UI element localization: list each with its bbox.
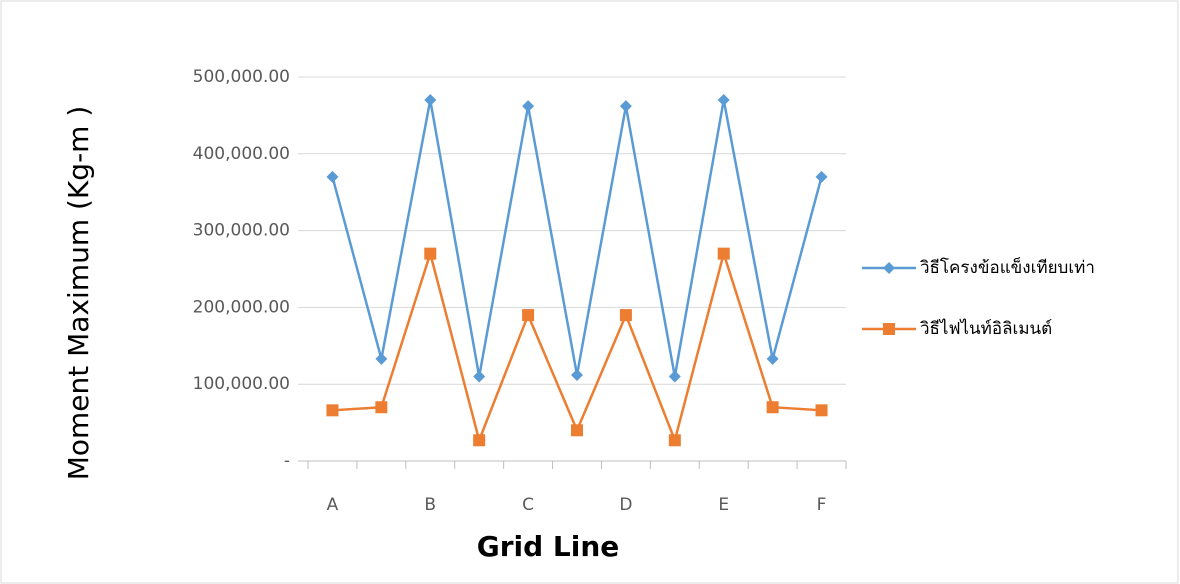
y-tick-label: 300,000.00 <box>193 221 290 241</box>
legend-label: วิธีโครงข้อแข็งเทียบเท่า <box>920 256 1095 278</box>
x-axis-title: Grid Line <box>477 530 620 563</box>
point <box>522 100 535 113</box>
y-tick-label: 400,000.00 <box>193 144 290 164</box>
point <box>717 94 730 107</box>
point <box>473 370 486 383</box>
point <box>883 262 895 274</box>
point <box>571 424 583 437</box>
point <box>883 323 895 335</box>
point <box>326 170 339 183</box>
y-axis-title: Moment Maximum (Kg-m ) <box>62 106 95 481</box>
point <box>766 352 779 365</box>
point <box>424 247 437 260</box>
point <box>375 352 388 365</box>
point <box>619 309 632 322</box>
point <box>375 401 388 414</box>
point <box>668 370 681 383</box>
x-tick-label: D <box>619 495 632 515</box>
point <box>668 434 681 447</box>
point <box>717 247 730 260</box>
point <box>326 404 339 417</box>
y-tick-label: 200,000.00 <box>193 297 290 317</box>
point <box>815 170 828 183</box>
point <box>424 94 437 107</box>
point <box>619 100 632 113</box>
point <box>766 401 779 414</box>
point <box>815 404 828 417</box>
x-tick-label: A <box>327 495 339 515</box>
x-tick-label: F <box>817 495 827 515</box>
y-tick-label: 500,000.00 <box>193 67 290 87</box>
point <box>473 434 486 447</box>
y-tick-label: - <box>284 451 290 471</box>
x-tick-label: C <box>522 495 534 515</box>
point <box>522 309 535 322</box>
legend-label: วิธีไฟไนท์อิลิเมนต์ <box>920 318 1053 339</box>
y-tick-label: 100,000.00 <box>193 374 290 394</box>
x-tick-label: E <box>718 495 729 515</box>
point <box>571 368 583 381</box>
x-tick-label: B <box>424 495 436 515</box>
